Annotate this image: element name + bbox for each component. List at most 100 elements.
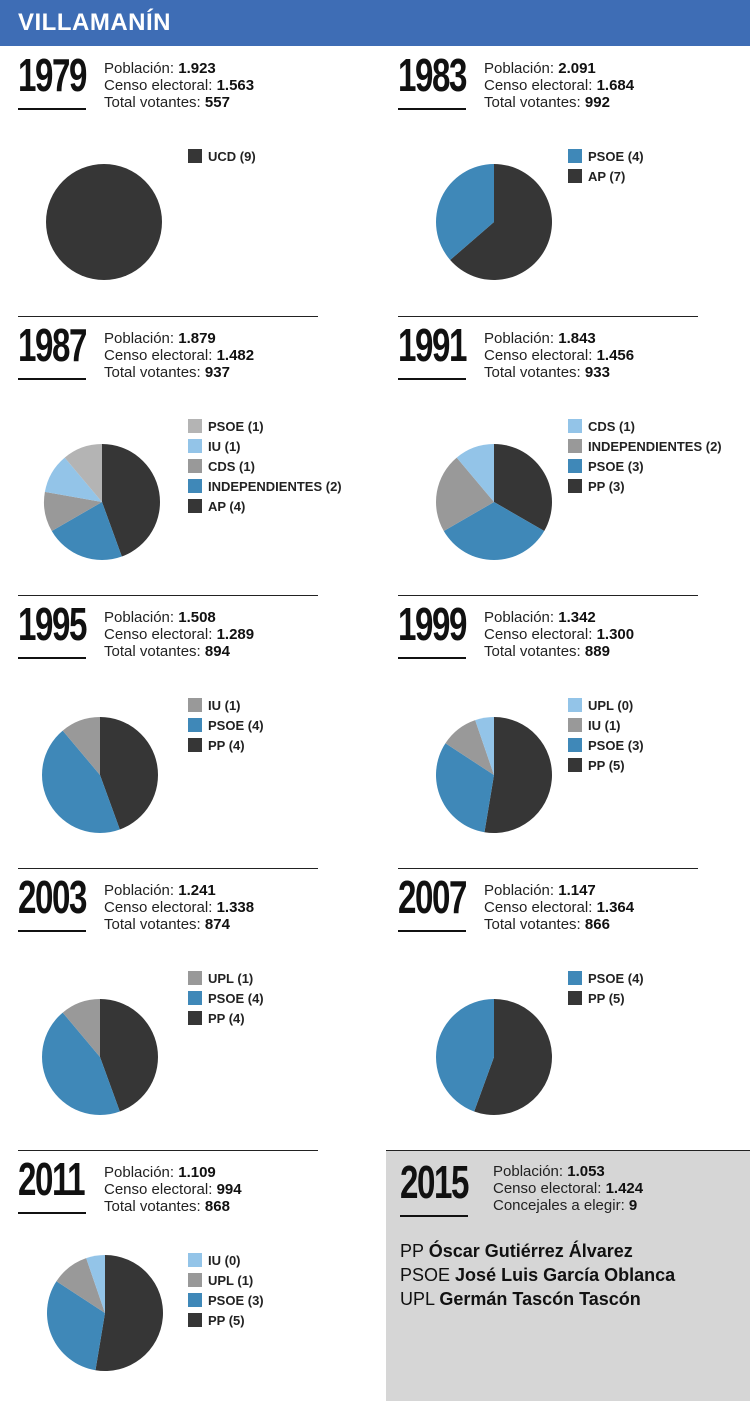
candidate-row: PP Óscar Gutiérrez Álvarez: [400, 1241, 633, 1261]
legend-label: CDS (1): [208, 458, 255, 474]
pie-slice: [435, 999, 494, 1112]
poblacion-line: Población: 1.843: [484, 330, 596, 347]
panel-divider: [18, 868, 318, 869]
year-underline: [18, 1212, 86, 1214]
legend-label: PP (4): [208, 737, 245, 753]
pie-slice: [445, 720, 494, 775]
poblacion-line: Población: 1.053: [493, 1163, 605, 1180]
censo-line: Censo electoral: 1.684: [484, 77, 635, 94]
pie-legend: IU (0) UPL (1) PSOE (3) PP (5): [188, 1250, 264, 1330]
legend-item: INDEPENDIENTES (2): [568, 436, 722, 456]
year-underline: [400, 1215, 468, 1217]
stats-block: Población: 1.241 Censo electoral: 1.338 To…: [104, 882, 254, 933]
legend-label: IU (1): [208, 438, 241, 454]
poblacion-line: Población: 1.109: [104, 1164, 216, 1181]
election-1999-panel: 1999 Población: 1.342 Censo electoral: 1.3…: [380, 595, 750, 871]
legend-label: PSOE (3): [208, 1292, 264, 1308]
legend-label: PP (4): [208, 1010, 245, 1026]
year-label: 1991: [398, 319, 467, 371]
legend-swatch: [188, 991, 202, 1005]
year-underline: [18, 108, 86, 110]
legend-swatch: [188, 479, 202, 493]
pie-legend: IU (1) PSOE (4) PP (4): [188, 695, 264, 755]
legend-item: UPL (1): [188, 968, 264, 988]
legend-swatch: [188, 1273, 202, 1287]
legend-item: PSOE (3): [568, 456, 722, 476]
legend-item: PP (4): [188, 1008, 264, 1028]
election-1979-panel: 1979 Población: 1.923 Censo electoral: 1.5…: [0, 46, 375, 322]
legend-label: UPL (1): [208, 970, 254, 986]
legend-item: PSOE (1): [188, 416, 342, 436]
votantes-line: Total votantes: 933: [484, 364, 610, 381]
legend-label: PSOE (4): [588, 970, 644, 986]
pie-slice: [43, 491, 102, 531]
legend-swatch: [188, 698, 202, 712]
pie-slice: [484, 717, 552, 833]
pie-slice: [102, 444, 160, 557]
legend-label: PSOE (3): [588, 737, 644, 753]
legend-swatch: [568, 479, 582, 493]
legend-swatch: [568, 718, 582, 732]
pie-slice: [41, 1012, 120, 1115]
candidate-row: UPL Germán Tascón Tascón: [400, 1289, 641, 1309]
poblacion-line: Población: 1.508: [104, 609, 216, 626]
poblacion-line: Población: 1.879: [104, 330, 216, 347]
pie-slice: [44, 457, 102, 502]
pie-chart-1979: [46, 164, 162, 280]
censo-line: Censo electoral: 1.364: [484, 899, 635, 916]
pie-chart-2007: [435, 999, 552, 1115]
page-header: VILLAMANÍN: [0, 0, 750, 46]
legend-item: CDS (1): [568, 416, 722, 436]
legend-swatch: [568, 149, 582, 163]
candidates-list: PP Óscar Gutiérrez Álvarez PSOE José Lui…: [400, 1239, 675, 1311]
legend-item: PP (3): [568, 476, 722, 496]
legend-swatch: [568, 169, 582, 183]
panel-divider: [18, 1150, 318, 1151]
censo-line: Censo electoral: 1.300: [484, 626, 635, 643]
pie-legend: UCD (9): [188, 146, 256, 166]
pie-legend: CDS (1) INDEPENDIENTES (2) PSOE (3) PP (3): [568, 416, 722, 496]
pie-slice: [51, 502, 122, 560]
year-underline: [398, 378, 466, 380]
year-underline: [18, 657, 86, 659]
stats-block: Población: 1.879 Censo electoral: 1.482 To…: [104, 330, 254, 381]
pie-chart-1995: [41, 717, 158, 833]
legend-swatch: [568, 459, 582, 473]
year-label: 2011: [18, 1153, 86, 1205]
legend-swatch: [188, 1253, 202, 1267]
legend-label: PSOE (4): [208, 990, 264, 1006]
legend-label: IU (1): [588, 717, 621, 733]
election-1983-panel: 1983 Población: 2.091 Censo electoral: 1.6…: [380, 46, 750, 322]
legend-swatch: [568, 758, 582, 772]
pie-slice: [46, 1281, 105, 1371]
legend-swatch: [188, 1313, 202, 1327]
censo-line: Censo electoral: 1.289: [104, 626, 255, 643]
legend-label: UCD (9): [208, 148, 256, 164]
year-label: 1983: [398, 49, 467, 101]
pie-slice: [56, 1258, 105, 1313]
legend-item: INDEPENDIENTES (2): [188, 476, 342, 496]
election-2015-panel: 2015 Población: 1.053 Censo electoral: 1…: [386, 1150, 750, 1401]
year-underline: [398, 657, 466, 659]
legend-item: IU (1): [568, 715, 644, 735]
stats-block: Población: 1.508 Censo electoral: 1.289 To…: [104, 609, 254, 660]
legend-swatch: [188, 1293, 202, 1307]
legend-item: IU (0): [188, 1250, 264, 1270]
legend-swatch: [188, 419, 202, 433]
votantes-line: Total votantes: 894: [104, 643, 230, 660]
pie-chart-1991: [436, 444, 552, 560]
pie-slice: [100, 717, 158, 830]
legend-swatch: [188, 439, 202, 453]
poblacion-line: Población: 1.147: [484, 882, 596, 899]
pie-chart-1987: [43, 444, 160, 560]
legend-swatch: [188, 738, 202, 752]
pie-slice: [436, 743, 494, 833]
votantes-line: Total votantes: 866: [484, 916, 610, 933]
poblacion-line: Población: 1.923: [104, 60, 216, 77]
pie-slice: [62, 717, 100, 775]
year-label: 1979: [18, 49, 87, 101]
election-2007-panel: 2007 Población: 1.147 Censo electoral: 1.3…: [380, 868, 750, 1144]
legend-item: UPL (0): [568, 695, 644, 715]
pie-legend: PSOE (4) PP (5): [568, 968, 644, 1008]
year-label: 1987: [18, 319, 87, 371]
